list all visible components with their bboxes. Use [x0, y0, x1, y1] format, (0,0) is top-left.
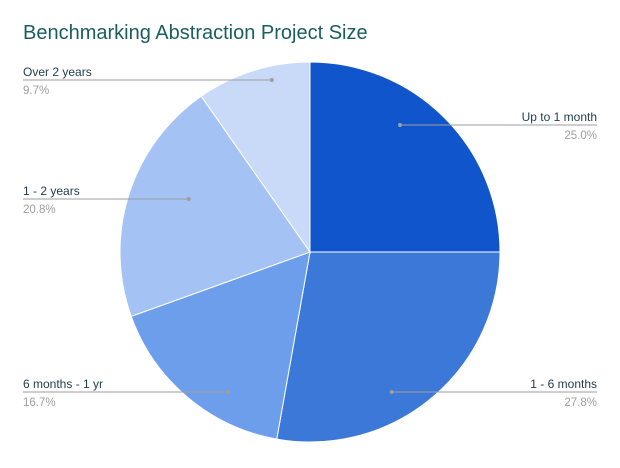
callout-dot-1-6-months [389, 390, 394, 394]
pie-slice-over-2-years [200, 61, 311, 254]
callout-dot-over-2-years [269, 78, 274, 82]
slice-label-1-2-years: 1 - 2 years [23, 184, 80, 198]
callout-dot-1-2-years [186, 197, 191, 201]
chart-title: Benchmarking Abstraction Project Size [23, 22, 368, 44]
callout-dot-up-to-1-month [398, 123, 403, 127]
pie-slice-1-2-years [119, 95, 311, 317]
slice-label-1-6-months: 1 - 6 months [530, 377, 597, 391]
pie-slice-6-months-1-yr [130, 251, 311, 440]
pie-slice-1-6-months [276, 251, 501, 443]
slice-label-over-2-years: Over 2 years [23, 65, 92, 79]
slice-percent-1-6-months: 27.8% [564, 397, 597, 409]
slice-label-6-months-1-yr: 6 months - 1 yr [23, 377, 103, 391]
pie-slice-up-to-1-month [309, 61, 501, 253]
slice-percent-6-months-1-yr: 16.7% [23, 397, 56, 409]
slice-percent-over-2-years: 9.7% [23, 85, 49, 97]
callout-dot-6-months-1-yr [225, 390, 230, 394]
slice-percent-up-to-1-month: 25.0% [564, 130, 597, 142]
slice-label-up-to-1-month: Up to 1 month [522, 110, 597, 124]
slice-percent-1-2-years: 20.8% [23, 204, 56, 216]
